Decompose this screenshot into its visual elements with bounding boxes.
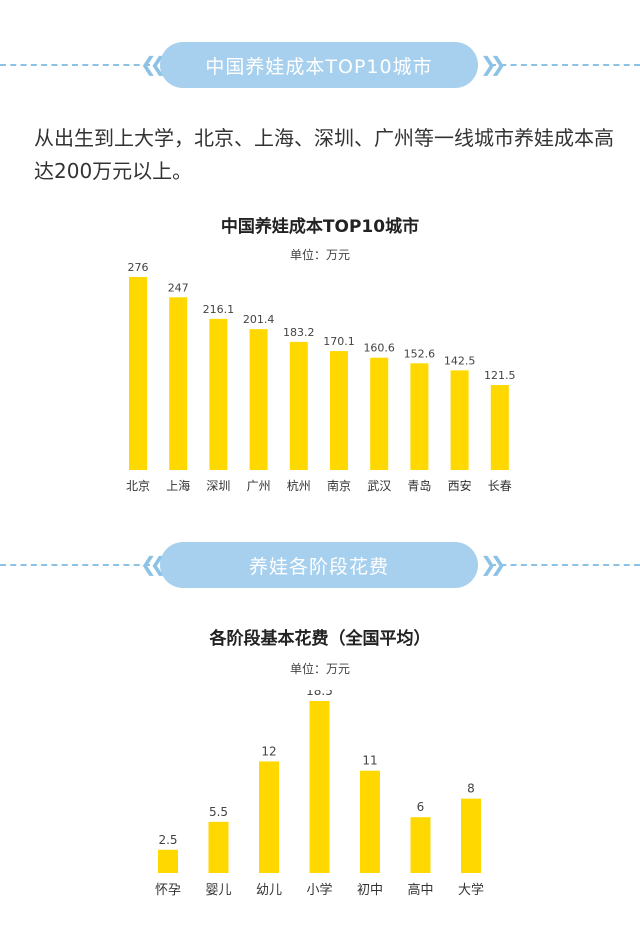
data-label: 8 xyxy=(467,782,475,796)
bar xyxy=(330,351,348,470)
bar xyxy=(259,761,279,873)
dashed-divider-left xyxy=(0,564,150,566)
bar xyxy=(490,385,509,470)
section-title: 养娃各阶段花费 xyxy=(248,555,389,578)
bar xyxy=(209,318,228,470)
bar-chart-city-cost: 276 北京 247 上海 216.1 深圳 201.4 广州 183.2 杭州 170.1 南京 16… xyxy=(126,261,516,493)
category-label: 青岛 xyxy=(407,478,431,493)
bar xyxy=(461,798,481,873)
category-label: 上海 xyxy=(166,478,190,493)
section-title: 中国养娃成本TOP10城市 xyxy=(205,55,433,78)
chart-title-top10: 中国养娃成本TOP10城市 xyxy=(220,217,420,237)
bar xyxy=(169,297,188,470)
section-title-pill: 养娃各阶段花费 xyxy=(160,542,478,588)
bar xyxy=(410,817,431,873)
dashed-divider-right xyxy=(490,564,640,566)
data-label: 170.1 xyxy=(323,335,355,348)
dashed-divider-right xyxy=(490,64,640,66)
category-label: 小学 xyxy=(306,882,332,898)
data-label: 18.5 xyxy=(306,690,333,698)
section-banner-stages: ❮❮ 养娃各阶段花费 ❯❯ xyxy=(0,540,640,590)
data-label: 6 xyxy=(417,800,425,814)
bar xyxy=(450,370,469,470)
data-label: 12 xyxy=(261,744,276,758)
bar xyxy=(208,821,229,873)
category-label: 南京 xyxy=(327,478,351,493)
category-label: 高中 xyxy=(407,882,433,898)
category-label: 武汉 xyxy=(367,479,391,493)
category-label: 北京 xyxy=(126,479,150,493)
data-label: 160.6 xyxy=(363,342,395,355)
data-label: 11 xyxy=(362,754,377,768)
data-label: 5.5 xyxy=(209,805,228,819)
category-label: 大学 xyxy=(458,882,484,898)
category-label: 初中 xyxy=(357,883,383,898)
bar xyxy=(129,277,147,470)
double-chevron-left-icon: ❮❮ xyxy=(140,52,166,76)
data-label: 201.4 xyxy=(243,313,275,326)
data-label: 216.1 xyxy=(203,303,235,316)
chart-unit-top10: 单位：万元 xyxy=(289,248,350,262)
bar xyxy=(289,341,308,470)
category-label: 婴儿 xyxy=(205,883,231,898)
category-label: 幼儿 xyxy=(256,883,282,898)
bar-chart-stage-cost: 2.5 怀孕 5.5 婴儿 12 幼儿 18.5 小学 11 初中 6 高中 8 大学 xyxy=(155,690,484,898)
data-label: 152.6 xyxy=(404,347,436,360)
bar xyxy=(360,770,380,873)
dashed-divider-left xyxy=(0,64,150,66)
double-chevron-left-icon: ❮❮ xyxy=(140,552,166,576)
data-label: 183.2 xyxy=(283,326,315,339)
data-label: 2.5 xyxy=(158,833,177,847)
data-label: 121.5 xyxy=(484,369,516,382)
chart-title-stages: 各阶段基本花费（全国平均） xyxy=(209,629,431,649)
category-label: 怀孕 xyxy=(155,883,181,898)
category-label: 广州 xyxy=(247,479,271,493)
data-label: 247 xyxy=(168,281,189,294)
intro-paragraph: 从出生到上大学，北京、上海、深圳、广州等一线城市养娃成本高达200万元以上。 xyxy=(34,126,614,183)
bar xyxy=(410,363,429,470)
chart-unit-stages: 单位：万元 xyxy=(289,662,350,676)
bar xyxy=(249,329,268,470)
section-banner-top10: ❮❮ 中国养娃成本TOP10城市 ❯❯ xyxy=(0,40,640,90)
section-title-pill: 中国养娃成本TOP10城市 xyxy=(160,42,478,88)
bar xyxy=(309,701,330,873)
category-label: 杭州 xyxy=(287,478,311,493)
category-label: 深圳 xyxy=(206,479,230,493)
category-label: 西安 xyxy=(448,478,472,493)
bar xyxy=(370,357,389,470)
bar xyxy=(158,849,178,873)
category-label: 长春 xyxy=(488,479,512,493)
data-label: 276 xyxy=(128,261,149,274)
data-label: 142.5 xyxy=(444,354,476,367)
